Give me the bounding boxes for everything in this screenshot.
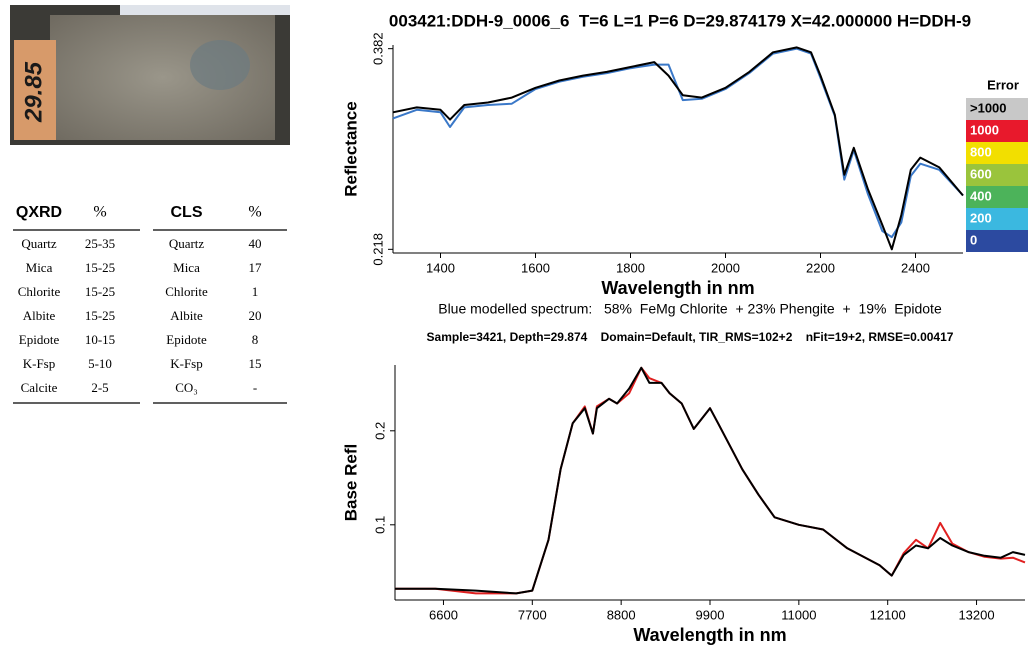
legend-label: 800 <box>970 144 992 159</box>
legend-swatch <box>966 208 1028 230</box>
legend-swatch <box>966 164 1028 186</box>
table-cell: 2-5 <box>91 380 108 395</box>
table-cell: 15-25 <box>85 260 115 275</box>
table-cell: Albite <box>170 308 203 323</box>
x-tick-label: 1600 <box>521 260 550 275</box>
chart-title: 003421:DDH-9_0006_6 T=6 L=1 P=6 D=29.874… <box>389 11 971 30</box>
x-tick-label: 8800 <box>607 607 636 622</box>
legend-label: >1000 <box>970 100 1007 115</box>
spectrum-line <box>395 366 1026 595</box>
y-tick-label: 0.2 <box>372 422 387 440</box>
table-cell: 5-10 <box>88 356 112 371</box>
legend-swatch <box>966 98 1028 120</box>
x-tick-label: 2000 <box>711 260 740 275</box>
x-axis-label: Wavelength in nm <box>633 625 786 645</box>
legend-label: 600 <box>970 166 992 181</box>
table-cell: 15-25 <box>85 308 115 323</box>
spectrum-line <box>392 46 964 251</box>
y-axis-label: Reflectance <box>341 101 360 196</box>
x-tick-label: 11000 <box>781 607 816 622</box>
table-cell: CO₃ <box>175 380 198 395</box>
legend-swatch <box>966 142 1028 164</box>
y-tick-label: 0.1 <box>372 516 387 534</box>
table-cell: 40 <box>249 236 262 251</box>
table-cell: 20 <box>249 308 262 323</box>
legend-swatch <box>966 120 1028 142</box>
x-tick-label: 2200 <box>806 260 835 275</box>
spectrum-line <box>392 47 964 239</box>
table-cell: Epidote <box>19 332 60 347</box>
legend-swatch <box>966 230 1028 252</box>
table-cell: Quartz <box>169 236 205 251</box>
x-tick-label: 12100 <box>870 607 906 622</box>
x-tick-label: 1800 <box>616 260 645 275</box>
x-tick-label: 9900 <box>696 607 725 622</box>
table-cell: K-Fsp <box>170 356 203 371</box>
table-cell: Epidote <box>166 332 207 347</box>
chart-title: Sample=3421, Depth=29.874 Domain=Default… <box>427 330 954 344</box>
table-header: % <box>93 204 106 221</box>
y-axis-label: Base Refl <box>341 444 360 521</box>
table-header: QXRD <box>16 204 62 221</box>
legend-label: 400 <box>970 188 992 203</box>
annotation: Blue modelled spectrum: 58% FeMg Chlorit… <box>438 301 942 317</box>
legend-label: 200 <box>970 210 992 225</box>
legend-swatch <box>966 186 1028 208</box>
table-cell: 1 <box>252 284 259 299</box>
table-cell: 8 <box>252 332 259 347</box>
x-tick-label: 1400 <box>426 260 455 275</box>
x-axis-label: Wavelength in nm <box>601 278 754 298</box>
table-header: % <box>248 204 261 221</box>
legend-label: 0 <box>970 232 977 247</box>
table-cell: Albite <box>23 308 56 323</box>
table-cell: 10-15 <box>85 332 115 347</box>
x-tick-label: 13200 <box>958 607 994 622</box>
table-cell: 25-35 <box>85 236 115 251</box>
table-cell: Calcite <box>21 380 58 395</box>
table-header: CLS <box>171 204 203 221</box>
legend-label: 1000 <box>970 122 999 137</box>
table-cell: Chlorite <box>18 284 61 299</box>
legend-title: Error <box>987 77 1019 92</box>
x-tick-label: 7700 <box>518 607 547 622</box>
table-cell: Chlorite <box>165 284 208 299</box>
core-photo: 29.85 <box>10 5 290 145</box>
table-cell: - <box>253 380 257 395</box>
table-cell: 17 <box>249 260 263 275</box>
spectrum-line <box>395 366 1026 595</box>
table-cell: 15-25 <box>85 284 115 299</box>
table-cell: 15 <box>249 356 262 371</box>
x-tick-label: 6600 <box>429 607 458 622</box>
x-tick-label: 2400 <box>901 260 930 275</box>
table-cell: Quartz <box>21 236 57 251</box>
photo-label: 29.85 <box>20 61 47 123</box>
y-tick-label: 0.218 <box>370 233 385 266</box>
y-tick-label: 0.382 <box>370 32 385 65</box>
table-cell: K-Fsp <box>23 356 56 371</box>
table-cell: Mica <box>173 260 200 275</box>
table-cell: Mica <box>26 260 53 275</box>
